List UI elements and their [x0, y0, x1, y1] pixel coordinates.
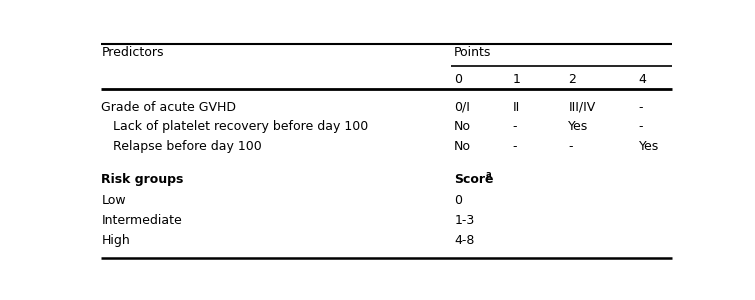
- Text: III/IV: III/IV: [569, 101, 596, 114]
- Text: Points: Points: [455, 46, 492, 59]
- Text: 0: 0: [455, 73, 462, 86]
- Text: Intermediate: Intermediate: [101, 214, 182, 227]
- Text: Risk groups: Risk groups: [101, 173, 183, 186]
- Text: 1-3: 1-3: [455, 214, 474, 227]
- Text: Low: Low: [101, 194, 126, 207]
- Text: High: High: [101, 233, 130, 247]
- Text: Yes: Yes: [639, 140, 659, 153]
- Text: No: No: [455, 120, 471, 133]
- Text: a: a: [485, 170, 492, 179]
- Text: -: -: [639, 101, 643, 114]
- Text: No: No: [455, 140, 471, 153]
- Text: Relapse before day 100: Relapse before day 100: [101, 140, 262, 153]
- Text: 4-8: 4-8: [455, 233, 475, 247]
- Text: 0/I: 0/I: [455, 101, 470, 114]
- Text: Grade of acute GVHD: Grade of acute GVHD: [101, 101, 236, 114]
- Text: Yes: Yes: [569, 120, 589, 133]
- Text: 2: 2: [569, 73, 576, 86]
- Text: -: -: [569, 140, 573, 153]
- Text: 4: 4: [639, 73, 646, 86]
- Text: Score: Score: [455, 173, 494, 186]
- Text: -: -: [513, 140, 517, 153]
- Text: II: II: [513, 101, 520, 114]
- Text: 1: 1: [513, 73, 521, 86]
- Text: Predictors: Predictors: [101, 46, 164, 59]
- Text: 0: 0: [455, 194, 462, 207]
- Text: -: -: [513, 120, 517, 133]
- Text: -: -: [639, 120, 643, 133]
- Text: Lack of platelet recovery before day 100: Lack of platelet recovery before day 100: [101, 120, 368, 133]
